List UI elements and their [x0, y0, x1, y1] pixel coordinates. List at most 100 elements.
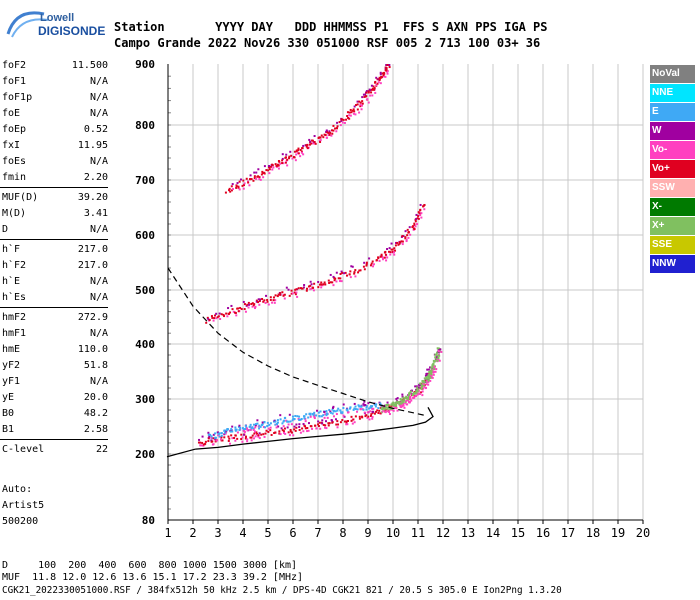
trace-point	[348, 117, 351, 120]
trace-point	[197, 441, 200, 444]
trace-point	[235, 185, 238, 188]
trace-point	[327, 134, 330, 137]
trace-point	[372, 407, 375, 410]
trace-point	[285, 286, 288, 289]
trace-point	[227, 439, 230, 442]
trace-point	[422, 384, 425, 387]
trace-point	[256, 419, 259, 422]
trace-point	[416, 393, 419, 396]
trace-point	[415, 392, 418, 395]
param-value: 217.0	[77, 244, 108, 255]
trace-point	[229, 430, 232, 433]
trace-point	[220, 434, 223, 437]
trace-point	[396, 409, 399, 412]
trace-point	[217, 434, 220, 437]
trace-point	[293, 425, 296, 428]
trace-point	[282, 294, 285, 297]
muf-curve-line	[167, 267, 426, 417]
trace-point	[340, 411, 343, 414]
trace-point	[303, 415, 306, 418]
trace-point	[291, 292, 294, 295]
trace-point	[257, 301, 260, 304]
trace-point	[365, 90, 368, 93]
trace-point	[256, 432, 259, 435]
trace-point	[425, 376, 428, 379]
footer-file-info: CGK21_2022330051000.RSF / 384fx512h 50 k…	[2, 585, 562, 596]
trace-point	[437, 350, 440, 353]
trace-point	[254, 305, 257, 308]
trace-point	[234, 311, 237, 314]
trace-point	[364, 415, 367, 418]
param-key: C-level	[2, 444, 45, 455]
trace-point	[257, 434, 260, 437]
trace-point	[313, 142, 316, 145]
trace-point	[386, 408, 389, 411]
trace-point	[352, 418, 355, 421]
trace-point	[293, 291, 296, 294]
trace-point	[291, 415, 294, 418]
logo-brand-bottom: DIGISONDE	[38, 24, 106, 38]
trace-point	[391, 402, 394, 405]
trace-point	[349, 276, 352, 279]
trace-point	[395, 400, 398, 403]
param-value: 3.41	[83, 208, 108, 219]
auto-artist: Artist5	[2, 500, 45, 511]
trace-point	[262, 176, 265, 179]
trace-point	[212, 437, 215, 440]
trace-point	[406, 397, 409, 400]
trace-point	[283, 297, 286, 300]
trace-point	[299, 418, 302, 421]
trace-point	[322, 423, 325, 426]
trace-point	[427, 379, 430, 382]
trace-point	[330, 134, 333, 137]
trace-point	[230, 189, 233, 192]
trace-point	[366, 98, 369, 101]
trace-point	[285, 419, 288, 422]
trace-point	[258, 432, 261, 435]
trace-point	[236, 307, 239, 310]
trace-point	[337, 423, 340, 426]
trace-point	[325, 136, 328, 139]
param-row: h`F 217.0	[0, 244, 108, 258]
trace-point	[406, 228, 409, 231]
trace-point	[209, 433, 212, 436]
trace-point	[220, 432, 223, 435]
trace-point	[350, 265, 353, 268]
trace-point	[318, 415, 321, 418]
trace-point	[388, 409, 391, 412]
trace-point	[415, 390, 418, 393]
trace-point	[217, 432, 220, 435]
param-value: 22	[95, 444, 108, 455]
trace-point	[420, 391, 423, 394]
trace-point	[230, 304, 233, 307]
trace-point	[375, 259, 378, 262]
trace-point	[335, 280, 338, 283]
trace-point	[288, 155, 291, 158]
trace-point	[290, 154, 293, 157]
trace-point	[379, 412, 382, 415]
trace-point	[337, 407, 340, 410]
trace-point	[329, 411, 332, 414]
trace-point	[236, 182, 239, 185]
trace-point	[281, 422, 284, 425]
param-value: 2.58	[83, 424, 108, 435]
trace-point	[375, 403, 378, 406]
y-tick-label: 900	[135, 58, 155, 71]
trace-point	[225, 312, 228, 315]
trace-point	[274, 299, 277, 302]
x-tick-label: 14	[486, 526, 500, 540]
trace-point	[282, 420, 285, 423]
trace-point	[418, 392, 421, 395]
trace-point	[386, 64, 389, 66]
trace-point	[337, 277, 340, 280]
trace-point	[422, 387, 425, 390]
trace-point	[328, 130, 331, 133]
trace-point	[367, 402, 370, 405]
trace-point	[302, 430, 305, 433]
trace-point	[371, 405, 374, 408]
trace-point	[298, 418, 301, 421]
trace-point	[398, 401, 401, 404]
trace-point	[223, 429, 226, 432]
trace-point	[343, 121, 346, 124]
trace-point	[339, 421, 342, 424]
